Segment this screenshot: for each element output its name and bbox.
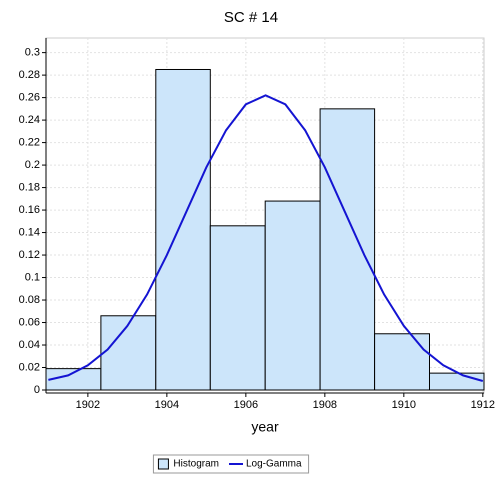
x-tick-label: 1910 [392,399,416,411]
y-tick-label: 0.24 [19,114,40,126]
y-tick-label: 0.3 [25,47,40,59]
x-tick-label: 1902 [76,399,100,411]
y-tick-label: 0.18 [19,181,40,193]
x-axis-label: year [251,419,279,435]
histogram-bar [155,68,211,391]
legend-label: Histogram [173,459,219,470]
histogram-bar [100,315,157,391]
y-tick-label: 0.08 [19,294,40,306]
y-tick-label: 0.12 [19,249,40,261]
histogram-bar [374,333,430,391]
histogram-bar [264,200,321,391]
x-tick-label: 1908 [313,399,337,411]
x-tick-label: 1912 [471,399,495,411]
y-tick-label: 0 [34,384,40,396]
y-tick-label: 0.14 [19,226,40,238]
y-tick-label: 0.2 [25,159,40,171]
x-tick-label: 1906 [234,399,258,411]
chart-title: SC # 14 [224,9,278,26]
fit-curve [48,94,484,382]
legend-swatch [157,458,169,470]
histogram-bar [319,108,376,391]
legend: Histogram Log-Gamma [152,454,310,474]
histogram-bar [428,372,485,391]
y-tick-label: 0.04 [19,339,40,351]
histogram-bar [209,225,266,391]
y-tick-label: 0.28 [19,69,40,81]
y-tick-label: 0.16 [19,204,40,216]
legend-label: Log-Gamma [246,459,302,470]
y-tick-label: 0.02 [19,361,40,373]
x-tick-label: 1904 [155,399,179,411]
y-tick-label: 0.22 [19,136,40,148]
y-tick-label: 0.06 [19,316,40,328]
y-tick-label: 0.26 [19,92,40,104]
y-tick-label: 0.1 [25,271,40,283]
